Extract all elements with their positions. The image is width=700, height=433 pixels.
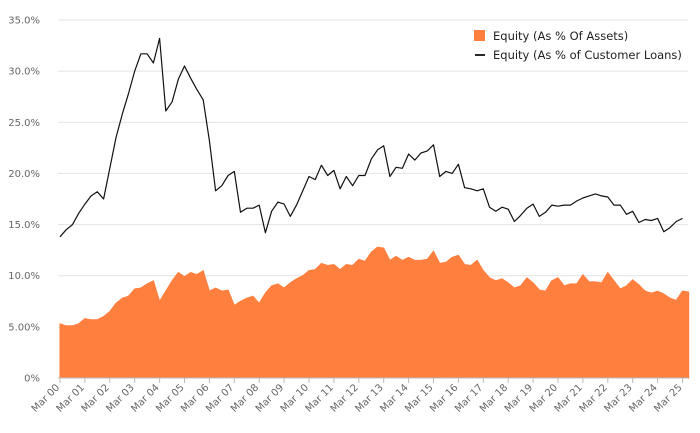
legend-label-loans: Equity (As % of Customer Loans) xyxy=(493,48,682,62)
area-series-layer xyxy=(59,246,690,379)
series-area-assets xyxy=(59,246,690,379)
y-tick-label: 25.0% xyxy=(8,118,40,129)
y-tick-label: 20.0% xyxy=(8,169,40,180)
y-tick-label: 0% xyxy=(24,374,40,385)
x-tick-label: Mar 25 xyxy=(652,382,684,414)
legend-item-assets: Equity (As % Of Assets) xyxy=(474,29,628,43)
axes xyxy=(58,377,688,383)
legend-item-loans: Equity (As % of Customer Loans) xyxy=(475,48,682,62)
y-tick-label: 15.0% xyxy=(8,220,40,231)
series-line-loans xyxy=(59,37,683,238)
y-tick-label: 10.0% xyxy=(8,271,40,282)
gridlines xyxy=(58,19,688,328)
line-series-layer xyxy=(59,37,683,238)
y-axis-tick-labels: 0% 5.00% 10.0% 15.0% 20.0% 25.0% 30.0% 35.0% xyxy=(8,16,40,385)
legend-swatch-area xyxy=(474,30,485,41)
legend-label-assets: Equity (As % Of Assets) xyxy=(493,29,628,43)
y-tick-label: 5.00% xyxy=(8,322,40,333)
y-tick-label: 35.0% xyxy=(8,16,40,27)
legend: Equity (As % Of Assets) Equity (As % of … xyxy=(474,29,682,62)
y-tick-label: 30.0% xyxy=(8,67,40,78)
